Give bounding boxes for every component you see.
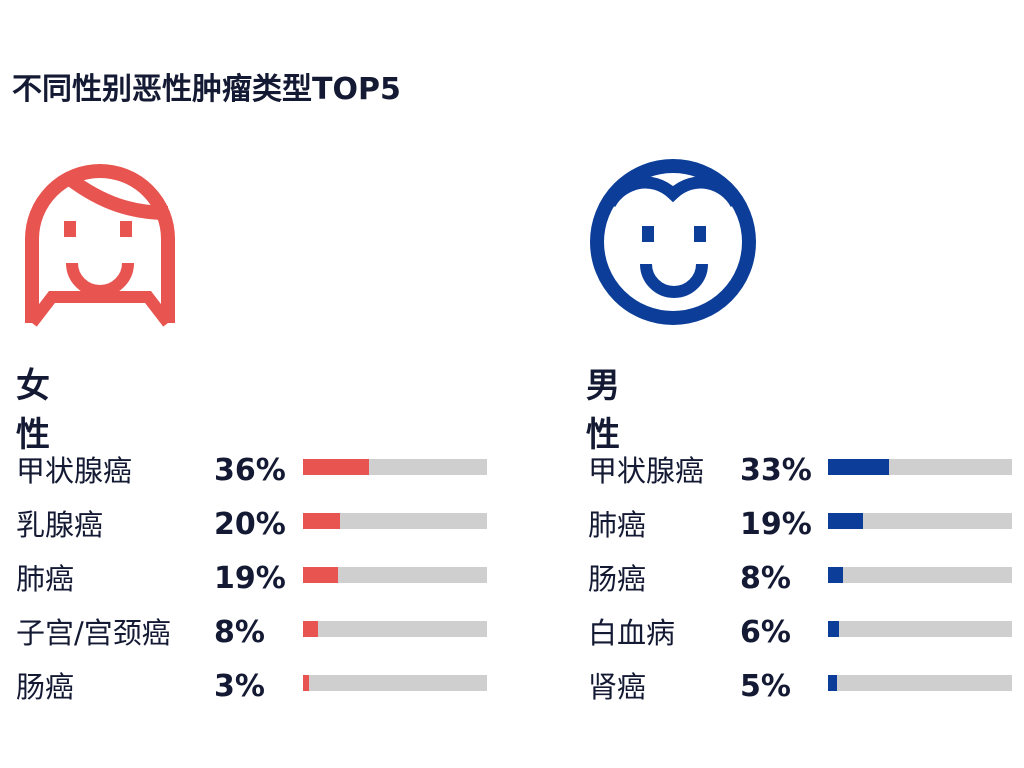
- value-label: 8%: [214, 615, 265, 650]
- bar-track: [303, 459, 487, 475]
- category-label: 甲状腺癌: [16, 454, 133, 488]
- category-label: 肾癌: [588, 670, 647, 704]
- bar-row: 肾癌 5%: [588, 661, 1024, 705]
- woman-face-icon: [25, 164, 175, 327]
- bar: [828, 621, 840, 637]
- bar-row: 肺癌 19%: [588, 499, 1024, 543]
- chart-title: 不同性别恶性肿瘤类型TOP5: [12, 72, 401, 107]
- bar-row: 甲状腺癌 33%: [588, 445, 1024, 489]
- male-heading: 男性: [586, 366, 620, 455]
- bar-track: [828, 513, 1012, 529]
- value-label: 33%: [740, 453, 812, 488]
- bar: [828, 675, 838, 691]
- bar-track: [828, 675, 1012, 691]
- category-label: 子宫/宫颈癌: [16, 616, 171, 650]
- category-label: 白血病: [588, 616, 676, 650]
- value-label: 36%: [214, 453, 286, 488]
- bar-row: 肺癌 19%: [16, 553, 496, 597]
- bar-track: [828, 621, 1012, 637]
- category-label: 甲状腺癌: [588, 454, 705, 488]
- bar-track: [303, 675, 487, 691]
- value-label: 5%: [740, 669, 791, 704]
- value-label: 19%: [740, 507, 812, 542]
- value-label: 3%: [214, 669, 265, 704]
- bar-row: 子宫/宫颈癌 8%: [16, 607, 496, 651]
- value-label: 19%: [214, 561, 286, 596]
- bar-row: 肠癌 8%: [588, 553, 1024, 597]
- bar-track: [303, 513, 487, 529]
- bar-track: [828, 567, 1012, 583]
- value-label: 6%: [740, 615, 791, 650]
- bar-row: 乳腺癌 20%: [16, 499, 496, 543]
- bar-row: 肠癌 3%: [16, 661, 496, 705]
- bar: [828, 459, 889, 475]
- value-label: 8%: [740, 561, 791, 596]
- category-label: 乳腺癌: [16, 508, 104, 542]
- bar: [303, 459, 370, 475]
- bar: [303, 567, 338, 583]
- category-label: 肺癌: [588, 508, 647, 542]
- bar: [303, 621, 318, 637]
- bar-track: [303, 621, 487, 637]
- category-label: 肠癌: [588, 562, 647, 596]
- category-label: 肠癌: [16, 670, 75, 704]
- bar: [303, 513, 340, 529]
- category-label: 肺癌: [16, 562, 75, 596]
- man-face-icon: [590, 159, 756, 325]
- bar-row: 甲状腺癌 36%: [16, 445, 496, 489]
- bar: [828, 567, 843, 583]
- value-label: 20%: [214, 507, 286, 542]
- bar: [303, 675, 309, 691]
- bar-track: [303, 567, 487, 583]
- bar-row: 白血病 6%: [588, 607, 1024, 651]
- bar-track: [828, 459, 1012, 475]
- female-heading: 女性: [16, 366, 50, 455]
- bar: [828, 513, 863, 529]
